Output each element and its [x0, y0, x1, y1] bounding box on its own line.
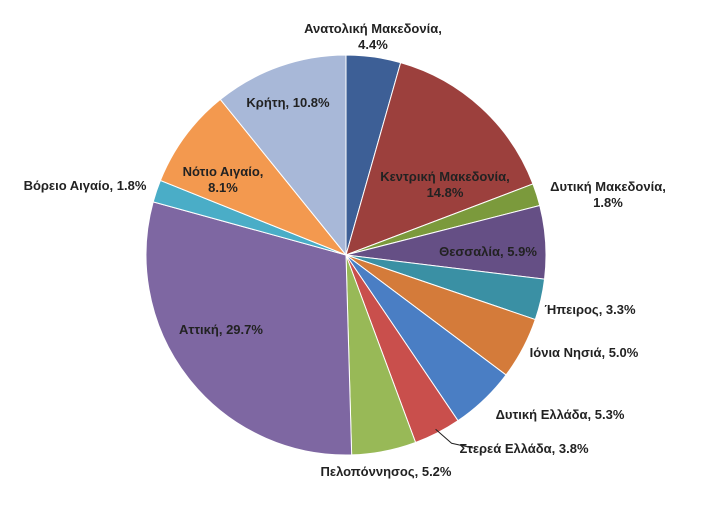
slice-label: Κεντρική Μακεδονία, 14.8% — [380, 169, 510, 200]
pie-slice — [345, 61, 534, 256]
slice-label: Ιόνια Νησιά, 5.0% — [530, 345, 639, 360]
slice-label: Νότιο Αιγαίο, 8.1% — [183, 164, 264, 195]
slice-label: Ήπειρος, 3.3% — [544, 302, 636, 317]
slice-label: Δυτική Μακεδονία, 1.8% — [550, 179, 666, 210]
slice-label: Πελοπόννησος, 5.2% — [321, 464, 452, 479]
slice-label: Στερεά Ελλάδα, 3.8% — [459, 441, 589, 456]
pie-slice — [145, 201, 353, 456]
pie-slice — [219, 54, 347, 257]
pie-slice — [159, 98, 348, 257]
slice-label: Δυτική Ελλάδα, 5.3% — [496, 407, 625, 422]
slice-label: Κρήτη, 10.8% — [246, 95, 330, 110]
slice-label: Βόρειο Αιγαίο, 1.8% — [24, 178, 147, 193]
slice-label: Αττική, 29.7% — [179, 322, 263, 337]
leader-line — [435, 428, 474, 449]
slice-label: Θεσσαλία, 5.9% — [439, 244, 537, 259]
slice-label: Ανατολική Μακεδονία, 4.4% — [304, 21, 442, 52]
